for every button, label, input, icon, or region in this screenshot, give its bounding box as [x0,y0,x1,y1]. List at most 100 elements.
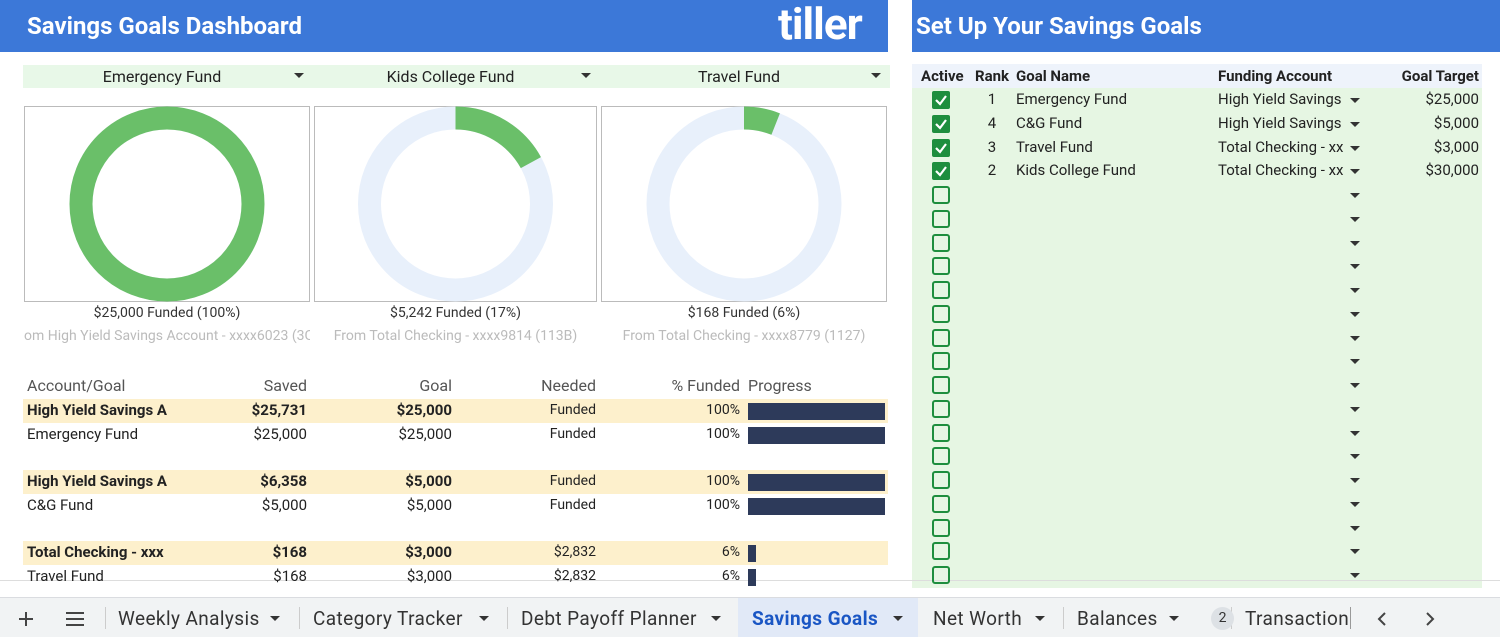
account-dropdown[interactable] [1350,169,1360,175]
account-dropdown[interactable] [1350,264,1360,270]
checkbox-empty [932,471,950,489]
checkbox-empty [932,209,950,228]
account-dropdown[interactable] [1350,311,1360,318]
saved: $168 [272,543,307,561]
sheet-tab[interactable]: Net Worth [933,607,1023,630]
checkbox[interactable] [932,281,950,299]
progress-bar [748,474,885,491]
account-dropdown[interactable] [1350,454,1360,460]
goal-dropdown[interactable] [581,73,591,79]
checkbox[interactable] [932,114,950,133]
checkbox[interactable] [932,542,950,561]
account-dropdown[interactable] [1350,383,1360,389]
tab-separator [105,607,106,629]
account-dropdown[interactable] [1350,121,1360,128]
goal-selector[interactable] [600,65,890,88]
goal-target: $3,000 [1433,137,1479,156]
sheet-tab[interactable]: Category Tracker [313,607,463,630]
checkbox[interactable] [932,186,950,204]
checkbox[interactable] [932,447,950,466]
arrow-icon [1350,264,1360,270]
goal-name: Kids College Fund [1016,161,1136,180]
checkbox[interactable] [932,91,950,109]
sheet-tab[interactable]: Transaction [1245,607,1349,630]
arrow-icon [1350,240,1360,246]
checkbox[interactable] [932,471,950,489]
tab-menu[interactable] [270,616,280,622]
active-tab[interactable] [738,598,918,637]
arrow-icon [270,616,280,621]
scroll-right[interactable] [1420,609,1440,629]
checkbox[interactable] [932,518,950,537]
checkbox[interactable] [932,233,950,252]
account-dropdown[interactable] [1350,335,1360,342]
tab-menu[interactable] [1035,616,1045,622]
checkbox[interactable] [932,494,950,513]
checkbox[interactable] [932,399,950,418]
checkbox[interactable] [932,138,950,157]
check [935,119,947,130]
sheet-menu[interactable] [64,609,86,629]
progress-bar [748,545,757,562]
account-dropdown[interactable] [1350,549,1360,555]
progress-bar [748,498,885,515]
checkbox[interactable] [932,376,950,394]
checkbox-empty [932,447,950,466]
account-dropdown[interactable] [1350,478,1360,484]
checkbox-checked [932,114,950,133]
checkbox[interactable] [932,162,950,181]
checkbox-empty [932,399,950,418]
checkbox-checked [932,91,950,109]
goal-dropdown[interactable] [294,73,304,79]
checkbox-empty [932,494,950,513]
tab-separator [1350,607,1351,629]
needed: $2,832 [553,544,596,560]
account-dropdown[interactable] [1350,216,1360,223]
account-dropdown[interactable] [1350,193,1360,199]
tab-menu[interactable] [893,616,903,622]
tab-menu[interactable] [1169,616,1179,622]
sheet-tab[interactable]: Weekly Analysis [118,607,260,630]
donut-arc [69,106,265,302]
account-dropdown[interactable] [1350,525,1360,532]
arrow-icon [1035,616,1045,621]
column-header: Saved [263,376,307,395]
checkbox-empty [932,518,950,537]
needed: Funded [549,497,596,513]
account-dropdown[interactable] [1350,359,1360,365]
account-name: Total Checking - xxx [27,543,164,561]
tab-menu[interactable] [711,616,721,622]
checkbox[interactable] [932,304,950,323]
checkbox[interactable] [932,257,950,276]
funding-source: om High Yield Savings Account - xxxx6023… [24,328,310,344]
checkbox[interactable] [932,352,950,371]
account-dropdown[interactable] [1350,145,1360,152]
goal-dropdown[interactable] [871,73,881,79]
add-sheet[interactable] [16,609,36,629]
arrow-icon [893,616,903,621]
tab-menu[interactable] [479,616,489,622]
sheet-tab[interactable]: Balances [1077,607,1158,630]
account-dropdown[interactable] [1350,98,1360,104]
total-row [23,541,888,565]
checkbox[interactable] [932,209,950,228]
account-dropdown[interactable] [1350,573,1360,579]
goal-selector[interactable] [23,65,313,88]
scroll-left[interactable] [1372,609,1392,629]
checkbox[interactable] [932,423,950,442]
arrow-icon [1350,549,1360,555]
account-name: High Yield Savings A [27,401,167,419]
donut [646,106,842,302]
account-dropdown[interactable] [1350,430,1360,437]
account-dropdown[interactable] [1350,501,1360,508]
account-dropdown[interactable] [1350,288,1360,294]
checkbox[interactable] [932,566,950,584]
sheet-tab[interactable]: Debt Payoff Planner [521,607,697,630]
goal-selector[interactable] [313,65,600,88]
account-dropdown[interactable] [1350,240,1360,247]
account-dropdown[interactable] [1350,406,1360,413]
checkbox[interactable] [932,328,950,347]
sheet-tab[interactable]: Savings Goals [752,607,879,630]
funded-caption: $5,242 Funded (17%) [390,305,521,321]
goal-target: $5,000 [1433,113,1479,132]
